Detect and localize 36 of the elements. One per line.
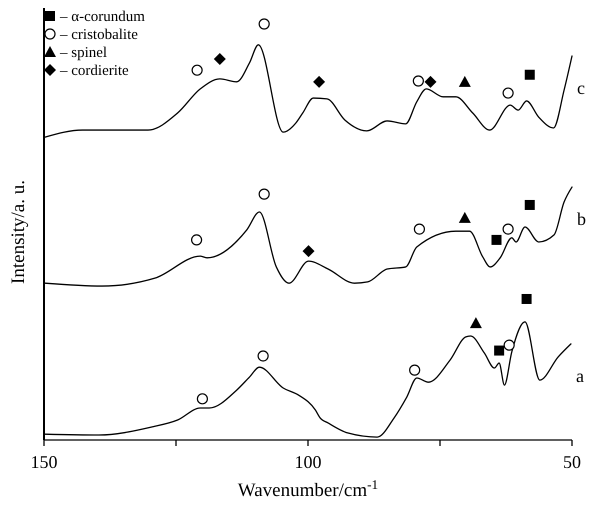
x-tick-label: 150 <box>30 452 58 472</box>
legend-label: – α-corundum <box>59 9 146 25</box>
point <box>214 52 226 65</box>
point <box>504 340 515 351</box>
point <box>424 76 436 88</box>
point <box>190 234 202 246</box>
legend-label: – cordierite <box>59 63 130 79</box>
legend-label: – cristobalite <box>59 27 138 43</box>
point <box>409 364 420 376</box>
point <box>458 76 471 87</box>
legend-label: – spinel <box>59 45 108 61</box>
point <box>458 212 471 223</box>
point <box>258 188 270 200</box>
point <box>494 346 504 356</box>
text: b <box>577 209 586 230</box>
x-tick-label: 50 <box>563 452 581 472</box>
point <box>502 223 514 235</box>
point <box>258 18 270 30</box>
point <box>412 75 424 87</box>
point <box>502 87 514 99</box>
point <box>491 234 502 245</box>
point <box>524 200 535 210</box>
point <box>414 223 426 235</box>
text: c <box>577 78 585 98</box>
x-axis-title: Wavenumber/cm$^{-1}$ <box>238 476 378 501</box>
point <box>524 70 535 80</box>
point <box>522 294 532 304</box>
point <box>192 64 203 76</box>
point <box>470 317 482 328</box>
x-tick-label: 100 <box>294 452 322 472</box>
text: a <box>576 366 584 386</box>
point <box>302 245 315 258</box>
point <box>313 76 326 88</box>
y-axis-title: Intensity/a. u. <box>8 180 29 284</box>
point <box>196 393 208 404</box>
point <box>258 350 269 362</box>
